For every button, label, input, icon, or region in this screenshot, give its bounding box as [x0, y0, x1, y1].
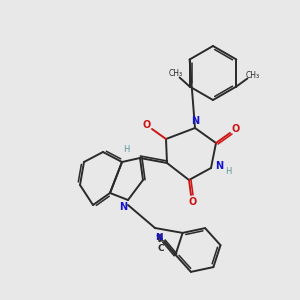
Text: O: O — [232, 124, 240, 134]
Text: H: H — [225, 167, 231, 176]
Text: N: N — [215, 161, 223, 171]
Text: CH₃: CH₃ — [245, 71, 260, 80]
Text: N: N — [119, 202, 127, 212]
Text: C: C — [158, 244, 164, 253]
Text: H: H — [123, 146, 129, 154]
Text: O: O — [143, 120, 151, 130]
Text: N: N — [155, 233, 163, 242]
Text: CH₃: CH₃ — [169, 69, 183, 78]
Text: N: N — [191, 116, 199, 126]
Text: O: O — [189, 197, 197, 207]
